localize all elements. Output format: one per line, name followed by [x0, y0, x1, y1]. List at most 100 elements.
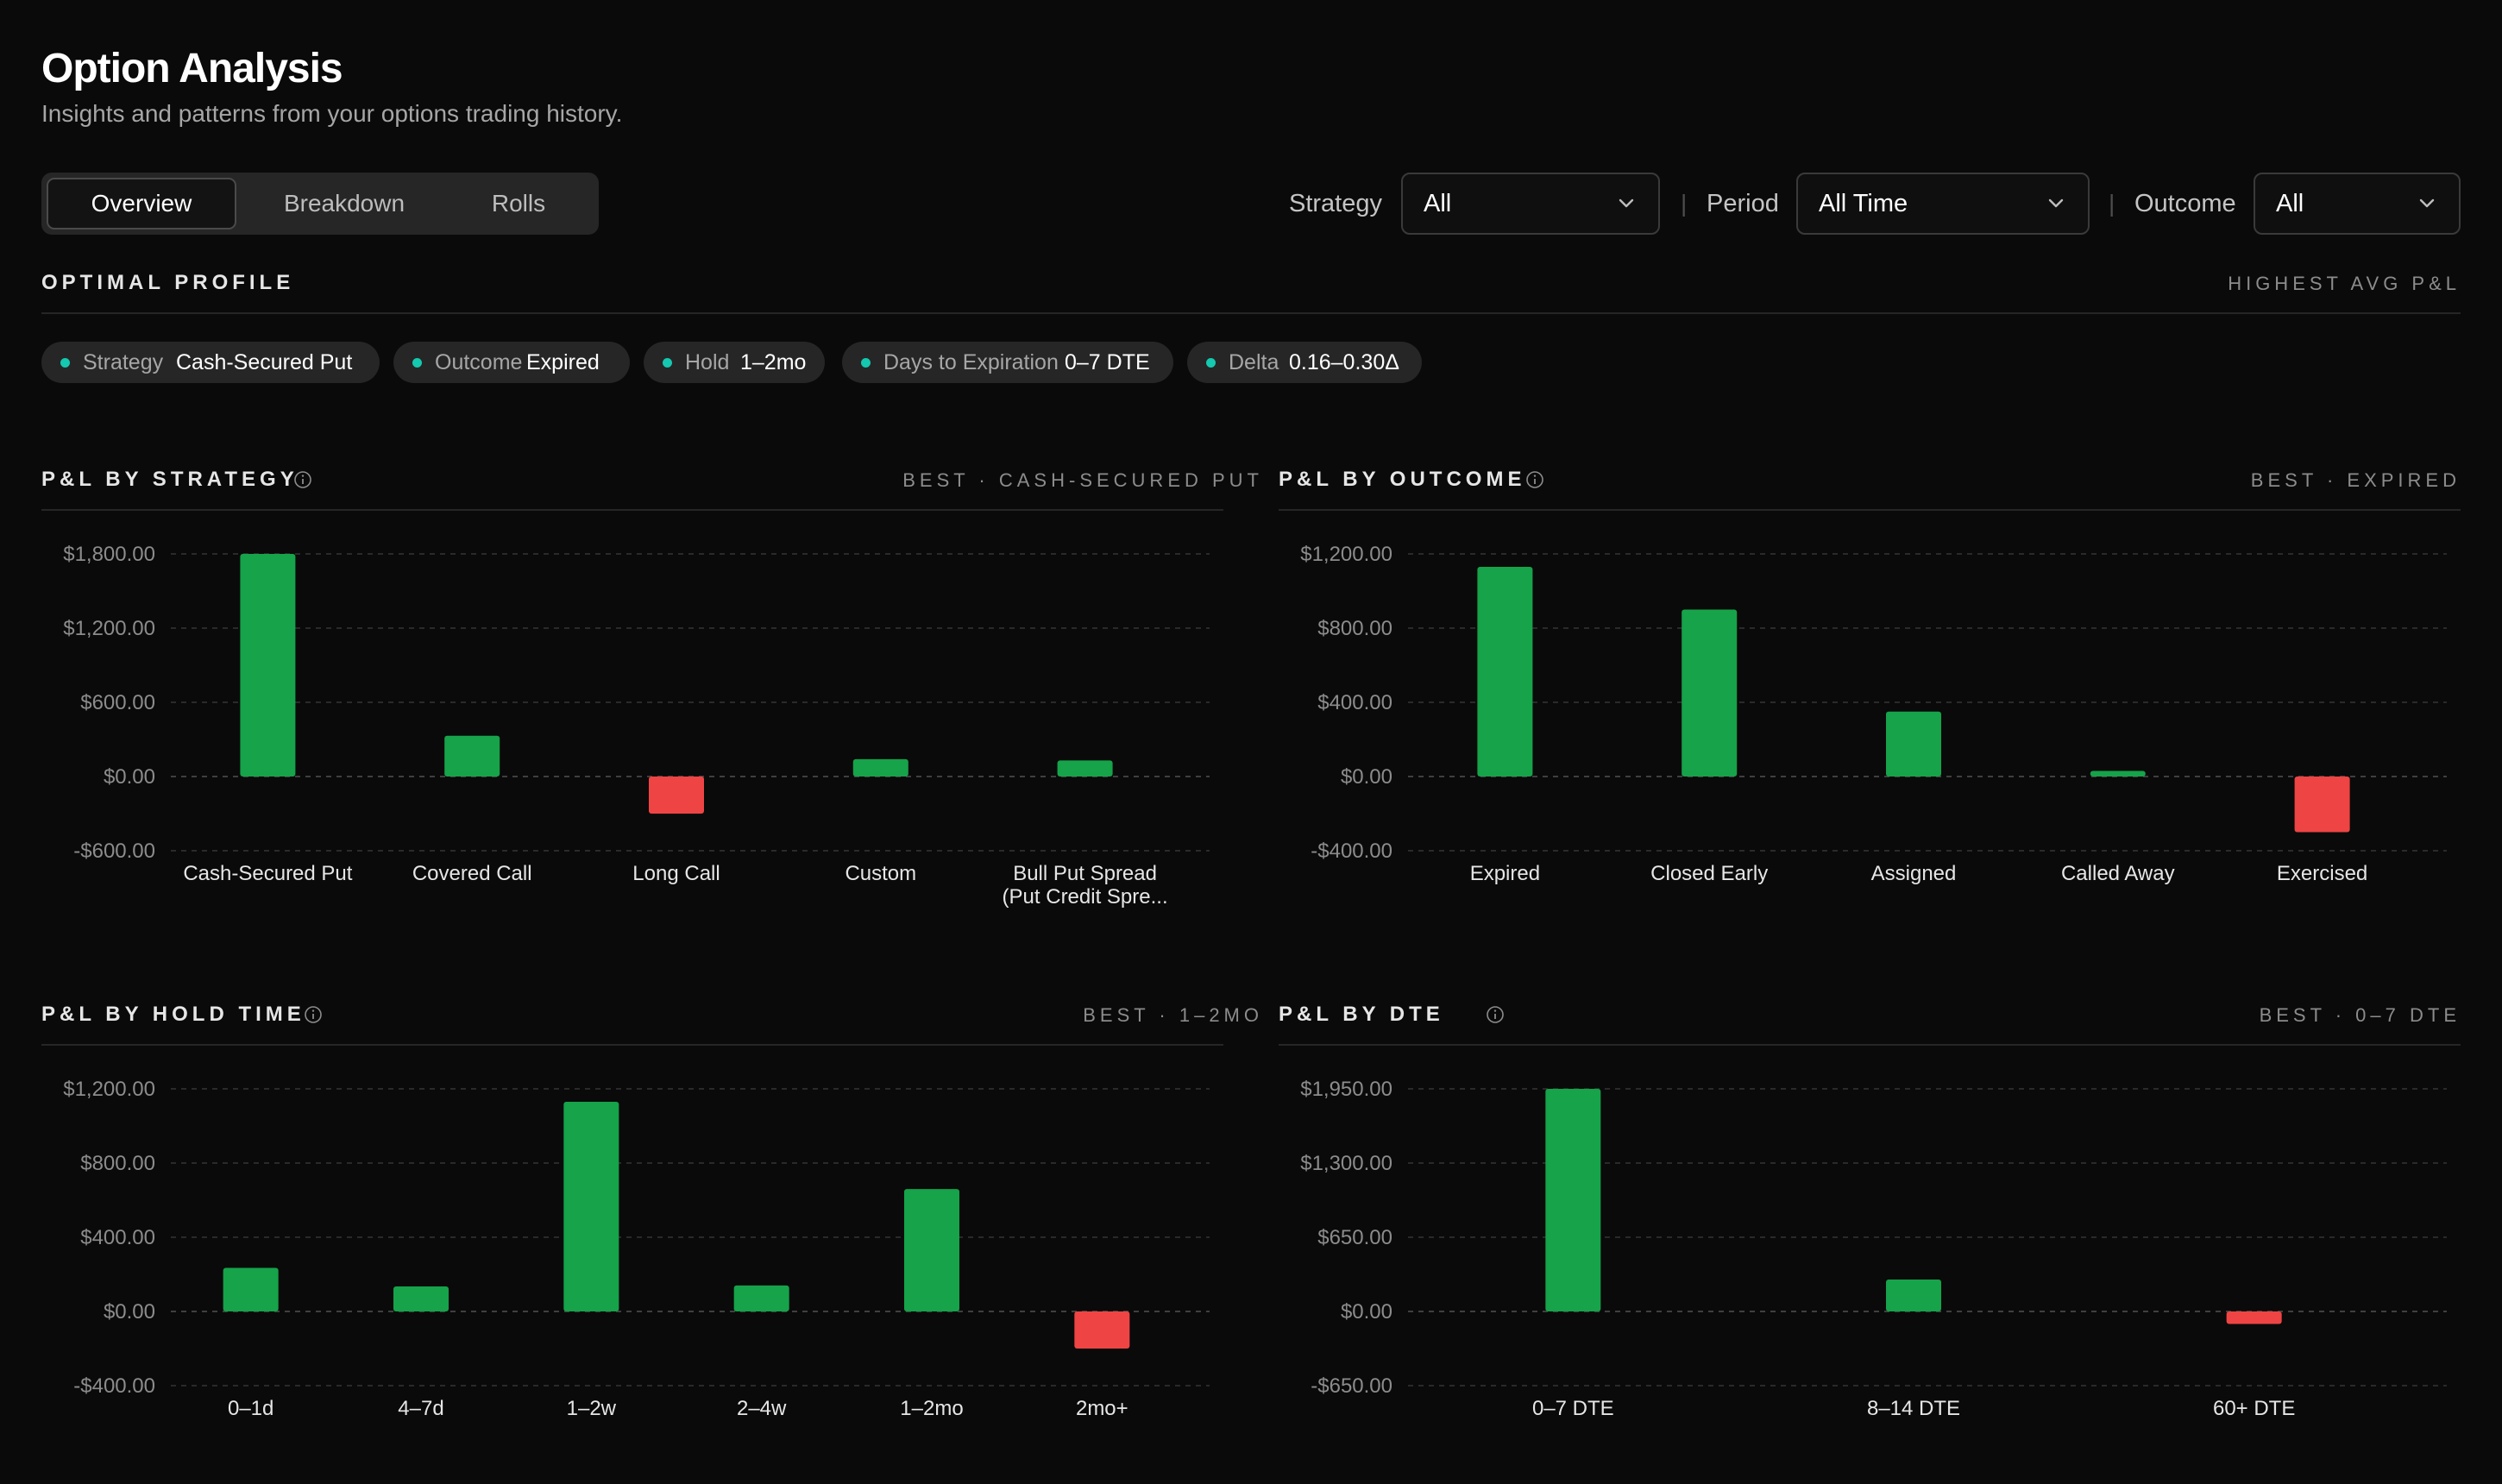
chip-value: Expired: [526, 350, 600, 374]
divider: [41, 509, 1223, 511]
x-category-label: 2–4w: [737, 1397, 787, 1420]
info-icon[interactable]: [304, 1005, 323, 1024]
tab-overview[interactable]: Overview: [47, 178, 236, 230]
y-tick-label: $650.00: [1317, 1226, 1392, 1249]
outcome-pnl-chart: $1,200.00 $800.00 $400.00 $0.00 -$400.00 Expi…: [1300, 543, 2447, 885]
x-category-label: Expired: [1470, 862, 1540, 885]
filter-separator: |: [1681, 190, 1688, 217]
option-analysis-page: Option Analysis Insights and patterns fr…: [41, 0, 2461, 1484]
y-tick-label: $800.00: [1317, 617, 1392, 640]
bar[interactable]: [240, 554, 296, 777]
x-category-label: Covered Call: [412, 862, 532, 885]
y-tick-label: $0.00: [1341, 1300, 1392, 1324]
x-category-label: Exercised: [2277, 862, 2367, 885]
bar[interactable]: [2294, 777, 2350, 833]
chevron-down-icon: [2048, 198, 2064, 208]
chart-title-dte: P&L BY DTE: [1279, 1003, 1444, 1026]
dte-pnl-chart: $1,950.00 $1,300.00 $650.00 $0.00 -$650.00 0–…: [1300, 1078, 2447, 1420]
chip-value: 1–2mo: [740, 350, 807, 374]
x-category-label: Closed Early: [1650, 862, 1768, 885]
bar[interactable]: [1074, 1311, 1130, 1349]
tab-rolls[interactable]: Rolls: [491, 190, 546, 217]
x-category-label: 2mo+: [1076, 1397, 1128, 1420]
strategy-pnl-chart: $1,800.00 $1,200.00 $600.00 $0.00 -$600.00 Ca…: [63, 543, 1210, 909]
period-select-value: All Time: [1819, 190, 1908, 217]
chip-key: Days to Expiration: [883, 350, 1059, 374]
profile-chip-outcome: Outcome Expired: [393, 342, 630, 383]
chip-value: 0.16–0.30Δ: [1289, 350, 1399, 374]
bar[interactable]: [2090, 770, 2146, 777]
page-title: Option Analysis: [41, 46, 343, 91]
chip-key: Hold: [685, 350, 730, 374]
outcome-select[interactable]: All: [2254, 173, 2461, 235]
y-tick-label: $1,200.00: [63, 617, 155, 640]
optimal-profile-note: HIGHEST AVG P&L: [2228, 273, 2461, 294]
info-icon[interactable]: [1486, 1005, 1505, 1024]
bar[interactable]: [223, 1267, 279, 1311]
bar[interactable]: [733, 1285, 789, 1311]
profile-chip-delta: Delta 0.16–0.30Δ: [1187, 342, 1422, 383]
hold-time-pnl-chart: $1,200.00 $800.00 $400.00 $0.00 -$400.00 0–1d…: [63, 1078, 1210, 1420]
info-icon[interactable]: [1525, 470, 1544, 489]
x-category-label: Called Away: [2061, 862, 2175, 885]
y-tick-label: $1,950.00: [1300, 1078, 1392, 1101]
chart-best-strategy: BEST · CASH-SECURED PUT: [902, 469, 1263, 491]
profile-chip-hold: Hold 1–2mo: [644, 342, 825, 383]
bar[interactable]: [444, 735, 500, 777]
outcome-select-value: All: [2276, 190, 2304, 217]
x-category-label: Cash-Secured Put: [183, 862, 352, 885]
y-tick-label: -$400.00: [1311, 839, 1392, 863]
bar[interactable]: [393, 1286, 449, 1311]
bar[interactable]: [1886, 711, 1941, 777]
period-select[interactable]: All Time: [1796, 173, 2090, 235]
divider: [1279, 1044, 2461, 1046]
y-tick-label: $0.00: [104, 1300, 155, 1324]
profile-chip-strategy: Strategy Cash-Secured Put: [41, 342, 380, 383]
status-dot-icon: [1206, 358, 1216, 368]
info-icon[interactable]: [293, 470, 312, 489]
bar[interactable]: [1057, 760, 1113, 777]
divider: [41, 312, 2461, 314]
chip-key: Delta: [1229, 350, 1279, 374]
chart-best-outcome: BEST · EXPIRED: [2250, 469, 2461, 491]
x-category-label: Custom: [845, 862, 916, 885]
profile-chip-dte: Days to Expiration 0–7 DTE: [842, 342, 1173, 383]
x-category-label: 0–1d: [228, 1397, 273, 1420]
chart-best-hold-time: BEST · 1–2MO: [1083, 1004, 1263, 1026]
status-dot-icon: [663, 358, 672, 368]
period-filter-label: Period: [1707, 190, 1779, 217]
bar[interactable]: [1886, 1279, 1941, 1311]
chart-title-outcome: P&L BY OUTCOME: [1279, 468, 1526, 491]
bar[interactable]: [852, 758, 908, 777]
y-tick-label: -$400.00: [73, 1374, 155, 1398]
chip-value: Cash-Secured Put: [176, 350, 353, 374]
y-tick-label: $400.00: [1317, 691, 1392, 714]
strategy-filter-label: Strategy: [1289, 190, 1382, 217]
status-dot-icon: [60, 358, 70, 368]
x-category-label: 8–14 DTE: [1867, 1397, 1960, 1420]
bar[interactable]: [904, 1189, 959, 1311]
chart-title-strategy: P&L BY STRATEGY: [41, 468, 299, 491]
status-dot-icon: [412, 358, 422, 368]
bar[interactable]: [2226, 1311, 2282, 1324]
view-tabs: Overview Breakdown Rolls: [41, 173, 599, 235]
bar[interactable]: [563, 1102, 619, 1311]
chip-key: Strategy: [83, 350, 164, 374]
bar[interactable]: [1682, 609, 1738, 777]
x-category-label: (Put Credit Spre...: [1003, 885, 1168, 909]
bar[interactable]: [1477, 567, 1533, 777]
y-tick-label: -$600.00: [73, 839, 155, 863]
y-tick-label: $1,300.00: [1300, 1152, 1392, 1175]
bar[interactable]: [649, 777, 704, 814]
outcome-filter-label: Outcome: [2134, 190, 2236, 217]
chevron-down-icon: [2419, 198, 2435, 208]
tab-breakdown[interactable]: Breakdown: [283, 190, 405, 217]
x-category-label: 1–2mo: [900, 1397, 963, 1420]
chip-value: 0–7 DTE: [1065, 350, 1150, 374]
bar[interactable]: [1545, 1089, 1601, 1311]
y-tick-label: $1,800.00: [63, 543, 155, 566]
chevron-down-icon: [1619, 198, 1634, 208]
strategy-select[interactable]: All: [1401, 173, 1660, 235]
y-tick-label: $0.00: [1341, 765, 1392, 789]
x-category-label: Long Call: [632, 862, 720, 885]
